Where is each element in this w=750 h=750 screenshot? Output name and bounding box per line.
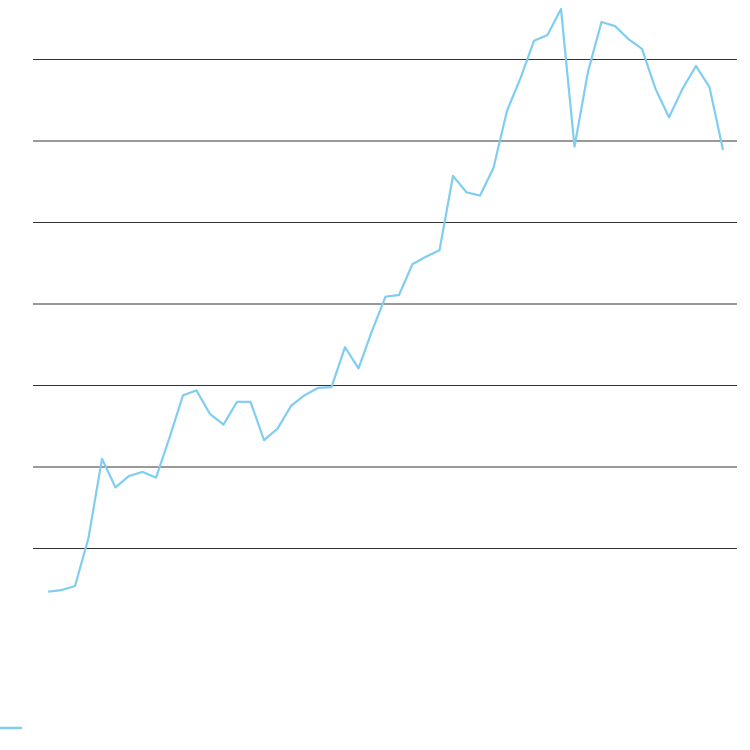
series-line-1	[47, 7, 725, 593]
series-lines	[47, 7, 725, 593]
gridlines	[33, 58, 737, 549]
